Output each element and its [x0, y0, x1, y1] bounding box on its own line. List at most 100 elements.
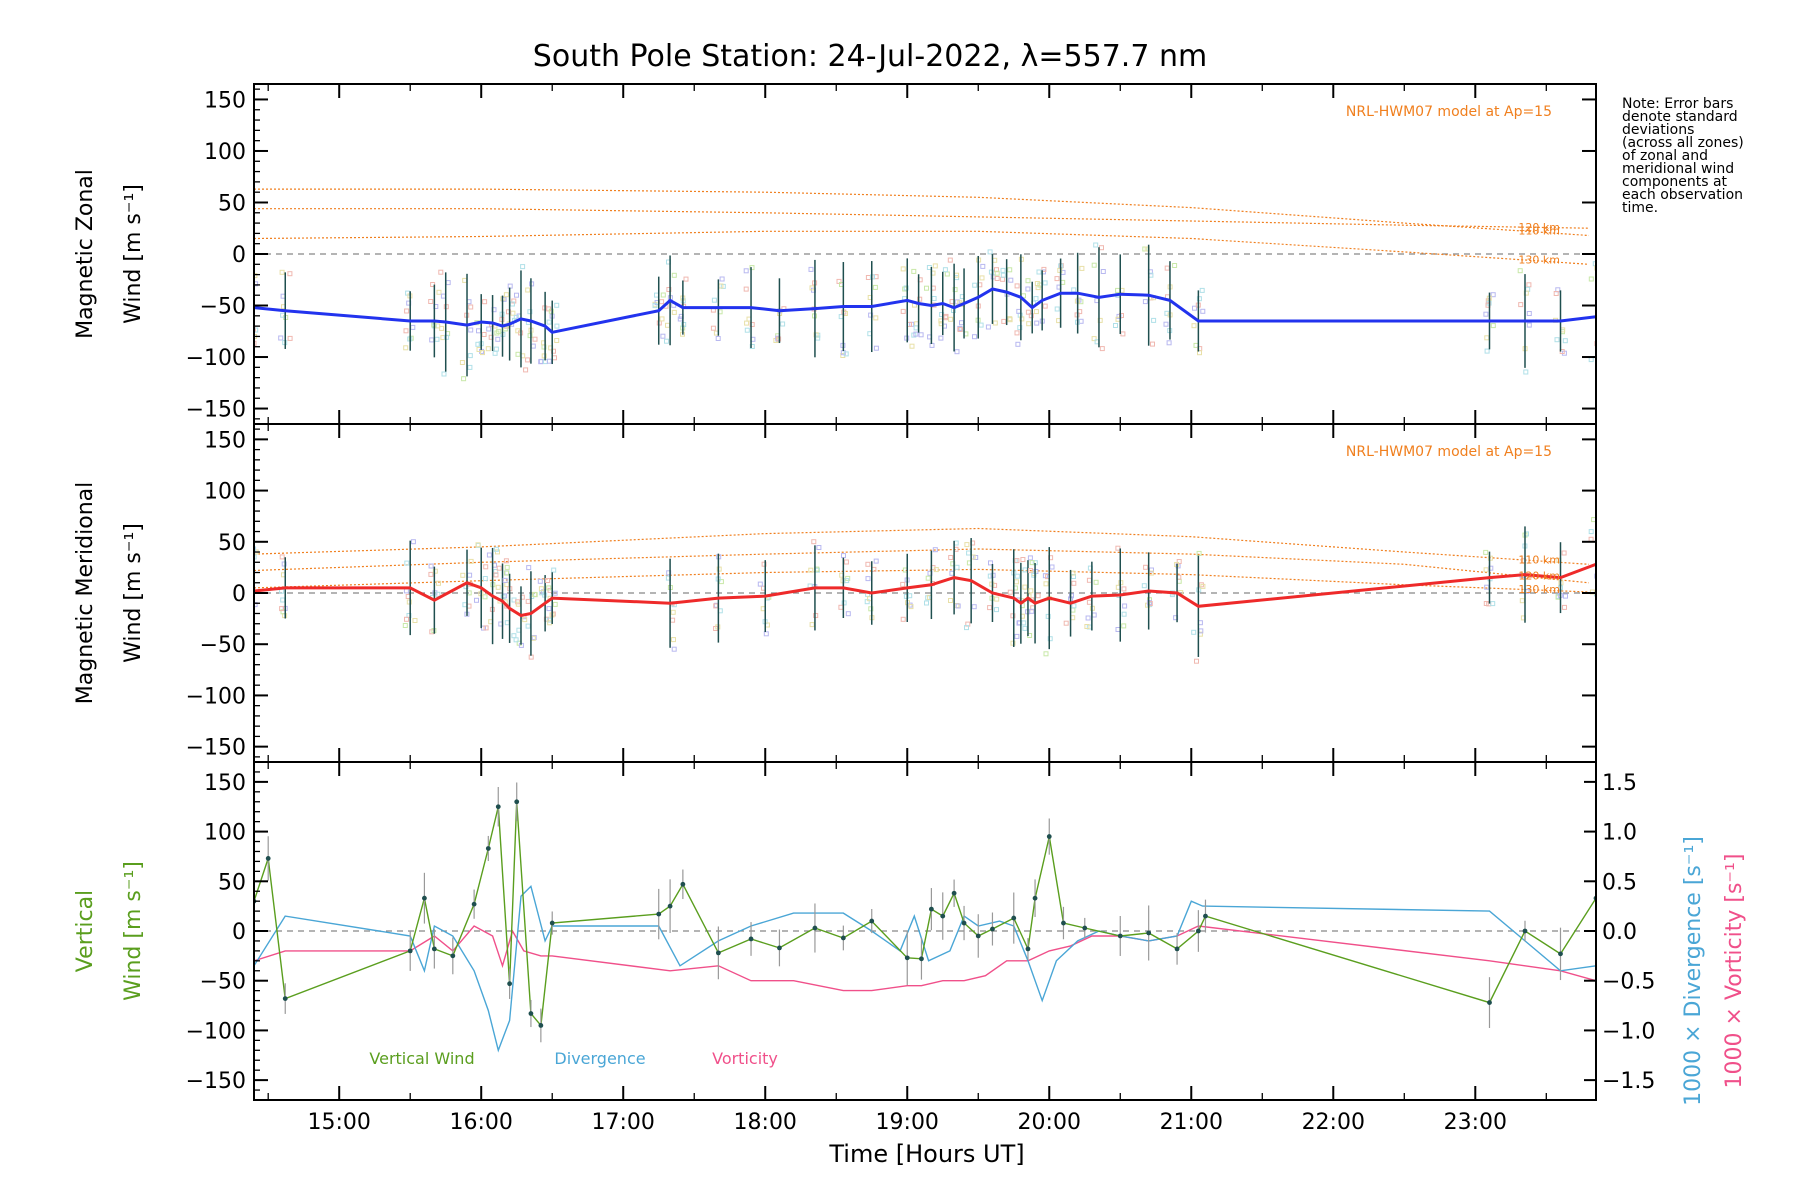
zone-sample	[249, 575, 253, 579]
zone-sample	[554, 338, 560, 343]
zone-sample	[525, 357, 531, 363]
zone-sample	[971, 604, 977, 610]
y-tick-label: 150	[204, 771, 246, 796]
zone-sample	[495, 336, 501, 342]
zone-sample	[918, 332, 924, 338]
zone-sample	[1028, 588, 1034, 594]
zone-sample	[761, 561, 767, 567]
zone-sample	[1070, 607, 1076, 613]
zone-sample	[1562, 604, 1567, 610]
zone-sample	[660, 333, 666, 339]
zone-sample	[838, 604, 844, 610]
zone-sample	[485, 346, 491, 352]
model-line-130km	[254, 230, 1589, 265]
zone-sample	[992, 257, 998, 263]
y-tick-label: −100	[186, 346, 246, 371]
zone-sample	[1598, 598, 1602, 602]
zone-sample	[1115, 545, 1121, 551]
zone-sample	[1163, 321, 1169, 327]
series-line-divergence	[254, 884, 1596, 1053]
zone-sample	[1588, 357, 1594, 363]
zone-sample	[254, 340, 257, 346]
y-tick-label: 50	[218, 531, 246, 556]
data-point	[928, 906, 934, 912]
zone-sample	[1000, 272, 1006, 278]
zone-sample	[843, 351, 849, 357]
zone-sample	[1091, 336, 1097, 342]
zone-sample	[808, 266, 814, 272]
zone-sample	[924, 285, 929, 291]
zone-sample	[441, 371, 447, 377]
zone-sample	[815, 335, 821, 341]
zone-sample	[1007, 316, 1013, 322]
zone-sample	[410, 539, 416, 545]
zone-sample	[1008, 277, 1014, 283]
zone-sample	[1084, 624, 1090, 629]
zone-sample	[541, 353, 547, 359]
zone-sample	[1086, 599, 1092, 605]
zone-sample	[1121, 623, 1127, 629]
zone-sample	[1196, 296, 1202, 302]
y-tick-label: 50	[218, 870, 246, 895]
zone-sample	[710, 325, 716, 331]
zone-sample	[1014, 573, 1020, 579]
data-point	[431, 946, 437, 952]
x-tick-label: 23:00	[1444, 1110, 1507, 1135]
data-point	[667, 903, 673, 909]
zone-sample	[979, 275, 985, 281]
data-point	[485, 846, 491, 851]
zone-sample	[1598, 366, 1602, 370]
zone-sample	[749, 322, 755, 327]
y-tick-label: 150	[204, 88, 246, 113]
zone-sample	[872, 284, 878, 290]
zone-sample	[552, 601, 558, 607]
zone-sample	[1099, 346, 1105, 352]
zone-sample	[948, 598, 953, 603]
zone-sample	[1014, 558, 1020, 564]
zone-sample	[1561, 550, 1567, 556]
zone-sample	[715, 336, 721, 341]
zone-sample	[1490, 292, 1496, 298]
model-label-110km: 110 km	[1518, 225, 1560, 238]
zone-sample	[1597, 584, 1601, 588]
data-point	[777, 945, 782, 951]
zone-sample	[671, 309, 677, 315]
zone-sample	[994, 276, 1000, 281]
y-tick-label: 50	[218, 191, 246, 216]
zone-sample	[406, 599, 412, 605]
zone-sample	[811, 539, 817, 545]
zone-sample	[481, 332, 487, 337]
zone-sample	[911, 268, 917, 274]
zone-sample	[254, 546, 256, 552]
zone-sample	[1054, 306, 1060, 312]
note-text: Note: Error bars denote standard deviati…	[1622, 96, 1748, 216]
model-line-120km	[254, 208, 1589, 229]
data-point	[407, 948, 413, 954]
data-point	[1082, 925, 1088, 931]
zone-sample	[504, 582, 510, 588]
zone-sample	[844, 578, 850, 584]
zone-sample	[436, 289, 442, 295]
zone-sample	[1093, 242, 1099, 248]
zone-sample	[403, 345, 409, 351]
zone-sample	[1035, 593, 1041, 599]
zone-sample	[933, 567, 939, 573]
zone-sample	[279, 606, 285, 612]
zone-sample	[1523, 369, 1529, 375]
zone-sample	[1553, 291, 1559, 296]
zone-sample	[1022, 567, 1028, 573]
zone-sample	[1483, 567, 1489, 573]
zone-sample	[532, 336, 538, 342]
zone-sample	[1001, 318, 1007, 324]
zone-sample	[671, 272, 677, 278]
zone-sample	[954, 564, 960, 570]
zone-sample	[841, 600, 847, 606]
data-point	[1558, 951, 1563, 957]
series-line-vorticity	[254, 925, 1596, 992]
legend-vertical-wind: Vertical Wind	[369, 1049, 474, 1068]
data-point	[549, 920, 555, 926]
zone-sample	[868, 606, 874, 612]
zone-sample	[1020, 557, 1026, 562]
zone-sample	[507, 283, 513, 289]
